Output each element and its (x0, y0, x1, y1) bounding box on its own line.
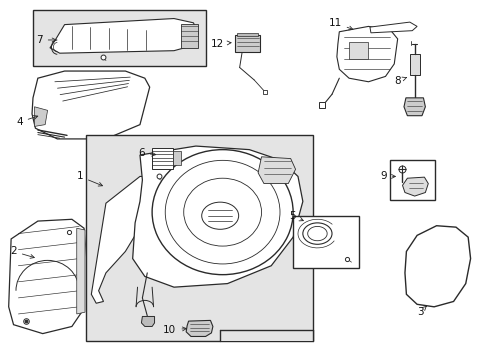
Bar (172, 151, 181, 165)
Bar (181, 23, 198, 48)
Polygon shape (369, 22, 416, 33)
Text: 3: 3 (416, 306, 426, 317)
Polygon shape (50, 18, 198, 53)
Polygon shape (32, 71, 149, 139)
Polygon shape (336, 26, 397, 82)
Text: 6: 6 (138, 148, 155, 158)
Polygon shape (77, 228, 85, 314)
Text: 2: 2 (10, 247, 34, 258)
Polygon shape (34, 107, 47, 126)
Bar (33, 10, 205, 66)
Polygon shape (141, 316, 154, 327)
Polygon shape (404, 226, 469, 307)
Text: 8: 8 (394, 76, 406, 86)
Text: 1: 1 (76, 171, 102, 186)
Text: 12: 12 (210, 39, 231, 49)
Text: 11: 11 (328, 18, 352, 30)
Polygon shape (132, 146, 302, 287)
Polygon shape (220, 330, 312, 341)
Bar (236, 33, 258, 36)
Polygon shape (258, 157, 295, 184)
Polygon shape (91, 176, 157, 303)
Bar (292, 216, 358, 267)
Text: 10: 10 (163, 325, 186, 335)
Text: 5: 5 (288, 211, 303, 221)
Text: 9: 9 (380, 171, 395, 181)
Text: 4: 4 (16, 116, 38, 127)
Bar (86, 135, 312, 341)
Bar (152, 148, 172, 169)
Polygon shape (403, 98, 425, 116)
Bar (348, 42, 368, 59)
Polygon shape (9, 219, 85, 334)
Polygon shape (402, 177, 427, 196)
Text: 7: 7 (36, 35, 56, 45)
Polygon shape (186, 320, 212, 337)
Bar (409, 54, 419, 75)
Bar (389, 160, 434, 200)
Bar (234, 35, 260, 53)
